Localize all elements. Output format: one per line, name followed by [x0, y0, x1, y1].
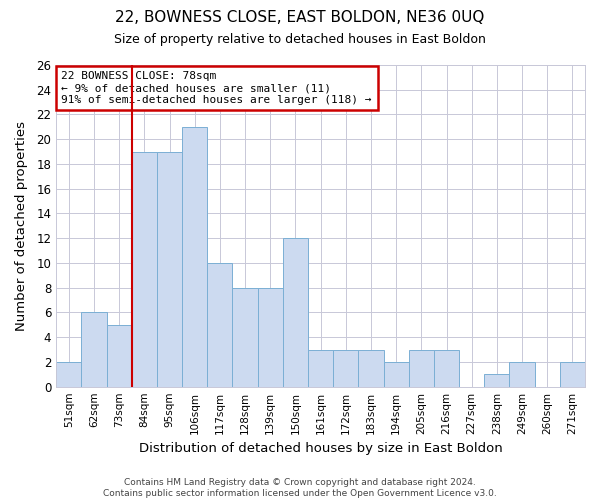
Bar — [434, 350, 459, 387]
Text: 22 BOWNESS CLOSE: 78sqm
← 9% of detached houses are smaller (11)
91% of semi-det: 22 BOWNESS CLOSE: 78sqm ← 9% of detached… — [61, 72, 372, 104]
Bar — [409, 350, 434, 387]
Bar — [308, 350, 333, 387]
Bar — [283, 238, 308, 386]
Text: Contains HM Land Registry data © Crown copyright and database right 2024.
Contai: Contains HM Land Registry data © Crown c… — [103, 478, 497, 498]
Bar — [358, 350, 383, 387]
Bar — [257, 288, 283, 386]
Bar — [56, 362, 82, 386]
Text: 22, BOWNESS CLOSE, EAST BOLDON, NE36 0UQ: 22, BOWNESS CLOSE, EAST BOLDON, NE36 0UQ — [115, 10, 485, 25]
X-axis label: Distribution of detached houses by size in East Boldon: Distribution of detached houses by size … — [139, 442, 502, 455]
Bar — [107, 325, 132, 386]
Bar — [509, 362, 535, 386]
Bar — [232, 288, 257, 386]
Text: Size of property relative to detached houses in East Boldon: Size of property relative to detached ho… — [114, 32, 486, 46]
Y-axis label: Number of detached properties: Number of detached properties — [15, 121, 28, 331]
Bar — [333, 350, 358, 387]
Bar — [383, 362, 409, 386]
Bar — [82, 312, 107, 386]
Bar — [207, 263, 232, 386]
Bar — [182, 127, 207, 386]
Bar — [132, 152, 157, 386]
Bar — [484, 374, 509, 386]
Bar — [157, 152, 182, 386]
Bar — [560, 362, 585, 386]
